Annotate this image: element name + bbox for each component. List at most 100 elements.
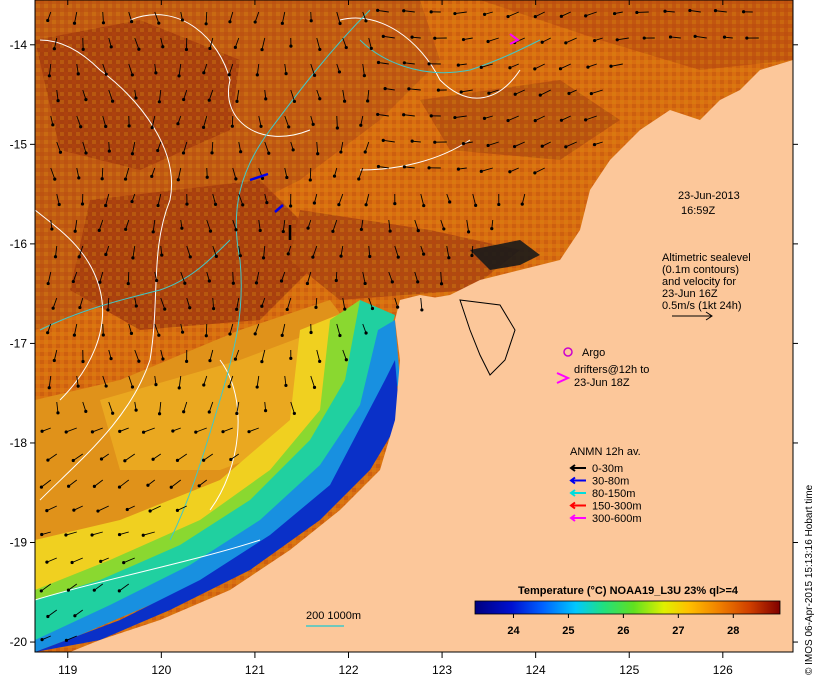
velocity-arrow xyxy=(203,115,208,128)
velocity-arrow xyxy=(290,89,295,102)
velocity-arrowhead xyxy=(339,150,343,154)
velocity-arrow xyxy=(362,271,366,284)
velocity-arrow xyxy=(364,141,370,153)
velocity-arrowhead xyxy=(289,356,293,360)
velocity-arrowhead xyxy=(72,508,76,512)
velocity-arrowhead xyxy=(247,430,251,434)
velocity-arrowhead xyxy=(482,12,487,16)
velocity-arrow xyxy=(378,166,389,169)
velocity-arrowhead xyxy=(117,589,121,593)
velocity-arrow xyxy=(53,37,58,49)
velocity-arrow xyxy=(102,323,104,336)
velocity-arrowhead xyxy=(362,74,366,78)
velocity-arrow xyxy=(152,219,156,232)
velocity-arrow xyxy=(377,113,389,117)
velocity-arrow xyxy=(561,115,571,121)
velocity-arrow xyxy=(128,63,133,76)
velocity-arrowhead xyxy=(513,92,517,96)
velocity-arrow xyxy=(534,63,545,70)
velocity-arrow xyxy=(236,297,240,310)
velocity-arrow xyxy=(76,63,79,74)
velocity-arrow xyxy=(82,141,87,154)
velocity-arrow xyxy=(128,375,133,388)
velocity-arrowhead xyxy=(540,40,544,44)
velocity-arrow xyxy=(73,505,83,511)
velocity-arrowhead xyxy=(461,37,466,42)
velocity-arrowhead xyxy=(335,126,339,130)
sealevel-line-3: and velocity for xyxy=(662,276,736,288)
velocity-arrowhead xyxy=(109,357,113,361)
velocity-arrowhead xyxy=(456,167,461,171)
velocity-arrowhead xyxy=(584,14,588,18)
velocity-arrowhead xyxy=(564,41,568,45)
velocity-arrow xyxy=(388,219,391,232)
velocity-arrow xyxy=(507,115,519,121)
velocity-arrowhead xyxy=(363,281,367,286)
velocity-arrowhead xyxy=(383,87,387,91)
velocity-arrow xyxy=(205,11,208,24)
velocity-arrowhead xyxy=(52,358,56,363)
velocity-arrow xyxy=(94,479,104,487)
annotation-block: 23-Jun-2013 16:59Z Altimetric sealevel (… xyxy=(556,190,751,525)
velocity-arrowhead xyxy=(564,145,568,149)
velocity-arrow xyxy=(340,141,344,153)
velocity-arrows xyxy=(39,8,759,642)
velocity-arrow xyxy=(256,63,260,75)
velocity-arrowhead xyxy=(157,100,161,104)
velocity-arrowhead xyxy=(416,280,420,284)
velocity-arrowhead xyxy=(126,281,130,286)
velocity-arrowhead xyxy=(50,227,54,231)
velocity-arrow xyxy=(41,583,52,592)
velocity-arrowhead xyxy=(106,308,110,312)
velocity-arrow xyxy=(55,245,58,257)
velocity-arrow xyxy=(56,89,59,101)
velocity-arrow xyxy=(119,427,129,432)
velocity-arrow xyxy=(41,479,52,488)
velocity-arrow xyxy=(178,63,182,76)
drifters-line-1: drifters@12h to xyxy=(574,364,649,376)
velocity-arrow xyxy=(388,271,393,283)
velocity-arrowhead xyxy=(506,118,510,123)
anmn-legend-arrowhead xyxy=(569,489,576,497)
velocity-arrow xyxy=(695,35,707,39)
velocity-arrowhead xyxy=(130,152,135,156)
velocity-arrowhead xyxy=(182,97,186,102)
velocity-arrowhead xyxy=(368,254,372,259)
velocity-arrowhead xyxy=(642,36,646,40)
velocity-arrow xyxy=(228,375,234,387)
velocity-arrowhead xyxy=(129,19,134,24)
velocity-arrowhead xyxy=(308,178,312,182)
lon-tick-label: 124 xyxy=(526,663,546,677)
velocity-arrowhead xyxy=(370,306,375,311)
velocity-arrowhead xyxy=(234,228,238,232)
velocity-arrow xyxy=(229,323,234,335)
velocity-arrowhead xyxy=(402,165,407,169)
velocity-arrowhead xyxy=(318,97,322,101)
velocity-arrow xyxy=(134,37,140,50)
velocity-arrow xyxy=(316,141,319,154)
velocity-arrowhead xyxy=(612,11,617,16)
velocity-arrowhead xyxy=(129,331,134,335)
velocity-arrow xyxy=(154,323,160,336)
velocity-arrowhead xyxy=(221,430,225,434)
velocity-arrowhead xyxy=(289,44,293,48)
velocity-arrowhead xyxy=(286,252,290,256)
velocity-arrow xyxy=(108,401,114,414)
velocity-arrow xyxy=(284,115,290,128)
velocity-arrowhead xyxy=(56,411,60,415)
velocity-arrowhead xyxy=(40,429,44,433)
velocity-arrow xyxy=(365,193,370,205)
velocity-arrow xyxy=(342,37,347,48)
velocity-arrowhead xyxy=(161,357,165,361)
velocity-arrowhead xyxy=(285,175,289,180)
velocity-arrowhead xyxy=(344,358,348,362)
velocity-arrowhead xyxy=(81,47,85,51)
velocity-arrow xyxy=(68,583,78,591)
argo-label: Argo xyxy=(582,347,605,359)
anmn-legend-label: 30-80m xyxy=(592,476,629,488)
velocity-arrowhead xyxy=(486,39,490,44)
velocity-arrowhead xyxy=(261,256,266,260)
velocity-arrowhead xyxy=(207,410,211,414)
velocity-arrowhead xyxy=(318,359,322,363)
